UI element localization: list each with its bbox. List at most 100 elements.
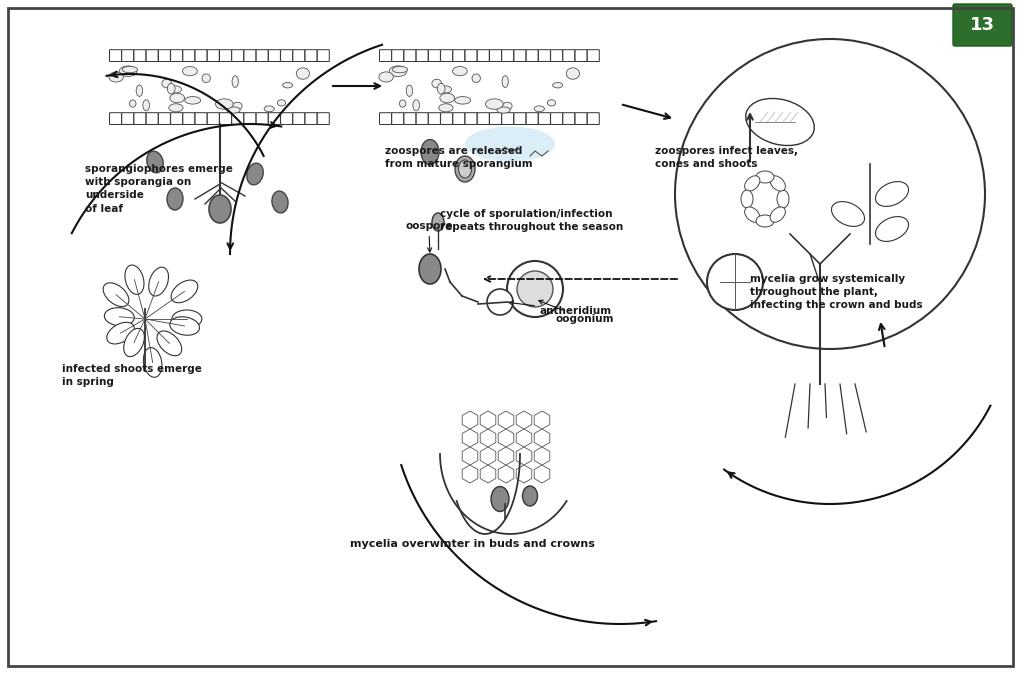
Ellipse shape <box>876 216 908 241</box>
Ellipse shape <box>472 74 480 82</box>
Circle shape <box>517 271 553 307</box>
FancyBboxPatch shape <box>477 50 489 61</box>
Text: infected shoots emerge
in spring: infected shoots emerge in spring <box>62 364 202 387</box>
Text: mycelia grow systemically
throughout the plant,
infecting the crown and buds: mycelia grow systemically throughout the… <box>750 274 923 311</box>
FancyBboxPatch shape <box>231 113 244 125</box>
Ellipse shape <box>162 79 172 88</box>
Ellipse shape <box>169 104 183 112</box>
Ellipse shape <box>413 100 420 111</box>
FancyBboxPatch shape <box>231 50 244 61</box>
FancyBboxPatch shape <box>416 50 428 61</box>
Ellipse shape <box>566 68 580 80</box>
FancyBboxPatch shape <box>122 50 134 61</box>
Ellipse shape <box>104 308 134 326</box>
FancyBboxPatch shape <box>305 113 317 125</box>
FancyBboxPatch shape <box>183 50 195 61</box>
Ellipse shape <box>744 176 760 191</box>
FancyBboxPatch shape <box>502 50 514 61</box>
FancyBboxPatch shape <box>317 113 330 125</box>
Ellipse shape <box>392 66 408 73</box>
Ellipse shape <box>103 283 129 307</box>
FancyBboxPatch shape <box>207 50 219 61</box>
FancyBboxPatch shape <box>293 113 305 125</box>
FancyBboxPatch shape <box>219 113 231 125</box>
Ellipse shape <box>125 265 144 295</box>
Ellipse shape <box>146 151 163 173</box>
Ellipse shape <box>129 100 136 107</box>
Text: antheridium: antheridium <box>509 301 612 316</box>
FancyBboxPatch shape <box>146 113 158 125</box>
FancyBboxPatch shape <box>110 113 122 125</box>
Ellipse shape <box>553 82 562 88</box>
Ellipse shape <box>202 74 210 82</box>
FancyBboxPatch shape <box>588 113 599 125</box>
Ellipse shape <box>232 102 242 110</box>
Ellipse shape <box>172 310 202 328</box>
Ellipse shape <box>497 107 510 113</box>
Ellipse shape <box>215 99 233 109</box>
Circle shape <box>707 254 763 310</box>
FancyBboxPatch shape <box>953 4 1012 46</box>
FancyBboxPatch shape <box>428 50 440 61</box>
FancyBboxPatch shape <box>244 50 256 61</box>
FancyBboxPatch shape <box>440 50 453 61</box>
Ellipse shape <box>407 85 413 96</box>
Ellipse shape <box>522 486 538 506</box>
Ellipse shape <box>379 72 393 82</box>
Ellipse shape <box>770 176 785 191</box>
Ellipse shape <box>535 106 545 112</box>
Ellipse shape <box>109 72 123 82</box>
Ellipse shape <box>756 171 774 183</box>
FancyBboxPatch shape <box>453 113 465 125</box>
FancyBboxPatch shape <box>588 50 599 61</box>
Text: oogonium: oogonium <box>539 300 613 324</box>
Ellipse shape <box>184 96 201 104</box>
Ellipse shape <box>745 174 785 224</box>
FancyBboxPatch shape <box>122 113 134 125</box>
Ellipse shape <box>745 98 814 146</box>
FancyBboxPatch shape <box>110 50 122 61</box>
Ellipse shape <box>876 181 908 206</box>
FancyBboxPatch shape <box>453 50 465 61</box>
Ellipse shape <box>432 79 441 88</box>
Text: 13: 13 <box>970 16 995 34</box>
Ellipse shape <box>264 106 274 112</box>
FancyBboxPatch shape <box>477 113 489 125</box>
FancyBboxPatch shape <box>317 50 330 61</box>
FancyBboxPatch shape <box>207 113 219 125</box>
FancyBboxPatch shape <box>392 50 403 61</box>
Ellipse shape <box>170 86 181 93</box>
FancyBboxPatch shape <box>403 50 416 61</box>
Ellipse shape <box>440 93 455 102</box>
Ellipse shape <box>182 67 198 75</box>
FancyBboxPatch shape <box>392 113 403 125</box>
Ellipse shape <box>459 160 471 178</box>
Ellipse shape <box>232 75 239 88</box>
Ellipse shape <box>455 156 475 182</box>
FancyBboxPatch shape <box>489 113 502 125</box>
Ellipse shape <box>399 100 406 107</box>
Text: zoospores are released
from mature sporangium: zoospores are released from mature spora… <box>385 146 532 169</box>
Ellipse shape <box>170 93 184 102</box>
FancyBboxPatch shape <box>539 50 550 61</box>
Ellipse shape <box>167 84 175 94</box>
FancyBboxPatch shape <box>380 50 391 61</box>
FancyBboxPatch shape <box>416 113 428 125</box>
FancyBboxPatch shape <box>256 113 268 125</box>
Ellipse shape <box>119 66 137 77</box>
Ellipse shape <box>437 84 445 94</box>
FancyBboxPatch shape <box>183 113 195 125</box>
FancyBboxPatch shape <box>502 113 514 125</box>
Ellipse shape <box>209 195 231 223</box>
FancyBboxPatch shape <box>563 113 574 125</box>
Ellipse shape <box>171 280 198 303</box>
Ellipse shape <box>485 99 503 109</box>
Circle shape <box>507 261 563 317</box>
FancyBboxPatch shape <box>268 50 281 61</box>
FancyBboxPatch shape <box>256 50 268 61</box>
Ellipse shape <box>124 328 144 357</box>
Ellipse shape <box>106 322 134 344</box>
Ellipse shape <box>143 100 150 111</box>
Ellipse shape <box>421 140 439 164</box>
Ellipse shape <box>272 191 288 213</box>
